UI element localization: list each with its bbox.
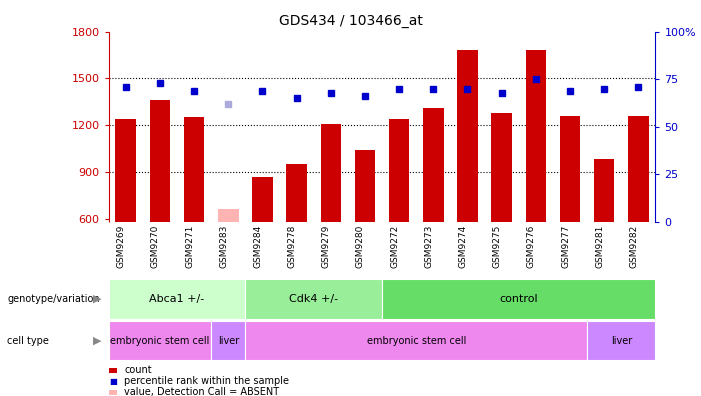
Text: ▶: ▶ [93,294,102,304]
Text: GSM9284: GSM9284 [254,225,262,268]
Bar [116,119,136,222]
Text: GSM9282: GSM9282 [629,225,639,268]
Text: GDS434 / 103466_at: GDS434 / 103466_at [278,14,423,28]
Text: control: control [499,294,538,304]
Text: Cdk4 +/-: Cdk4 +/- [289,294,339,304]
Bar [389,119,409,222]
Text: GSM9281: GSM9281 [595,225,604,268]
Text: GSM9275: GSM9275 [493,225,502,268]
Text: percentile rank within the sample: percentile rank within the sample [124,376,289,386]
Bar [594,160,614,222]
Bar [355,150,375,222]
Bar [457,50,478,222]
Text: GSM9278: GSM9278 [287,225,297,268]
Text: GSM9279: GSM9279 [322,225,331,268]
Text: GSM9273: GSM9273 [424,225,433,268]
Text: liver: liver [611,335,632,346]
Text: ▶: ▶ [93,335,102,346]
Bar [252,177,273,222]
Text: genotype/variation: genotype/variation [7,294,100,304]
Text: count: count [124,365,151,375]
Bar [218,209,238,222]
Text: GSM9271: GSM9271 [185,225,194,268]
Text: embryonic stem cell: embryonic stem cell [367,335,466,346]
Text: liver: liver [217,335,239,346]
Text: Abca1 +/-: Abca1 +/- [149,294,205,304]
Bar [150,100,170,222]
Bar [423,108,444,222]
Text: GSM9272: GSM9272 [390,225,399,268]
Bar [184,117,205,222]
Bar [287,164,307,222]
Bar [560,116,580,222]
Text: GSM9277: GSM9277 [561,225,570,268]
Bar [320,124,341,222]
Bar [526,50,546,222]
Text: GSM9274: GSM9274 [458,225,468,268]
Text: GSM9280: GSM9280 [356,225,365,268]
Bar [628,116,648,222]
Bar [491,113,512,222]
Text: value, Detection Call = ABSENT: value, Detection Call = ABSENT [124,387,279,396]
Text: GSM9283: GSM9283 [219,225,229,268]
Text: embryonic stem cell: embryonic stem cell [110,335,210,346]
Text: GSM9276: GSM9276 [527,225,536,268]
Text: ■: ■ [109,377,117,386]
Text: GSM9269: GSM9269 [117,225,125,268]
Text: cell type: cell type [7,335,49,346]
Text: GSM9270: GSM9270 [151,225,160,268]
